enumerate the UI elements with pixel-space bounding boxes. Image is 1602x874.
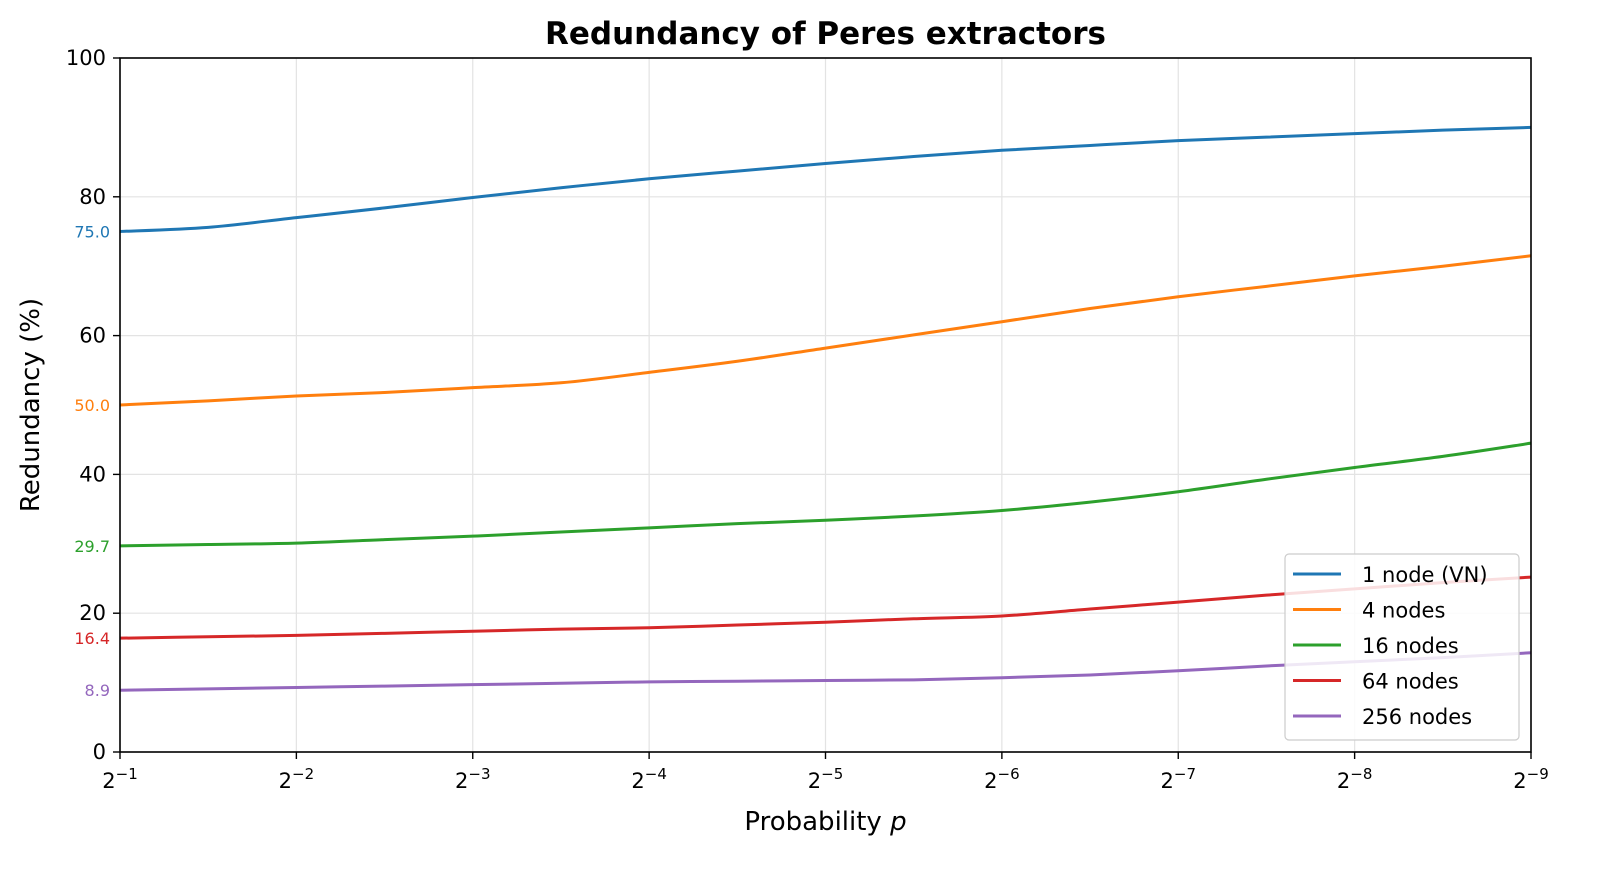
start-label-4-nodes: 50.0 <box>74 396 110 415</box>
x-tick-base: 2 <box>279 769 292 793</box>
x-axis-title-text: Probability <box>744 807 890 837</box>
x-tick-base: 2 <box>984 769 997 793</box>
x-tick-base: 2 <box>1161 769 1174 793</box>
x-tick-label: 2−3 <box>455 765 491 793</box>
x-tick-exponent: −8 <box>1350 765 1372 783</box>
x-tick-base: 2 <box>631 769 644 793</box>
y-tick-label: 80 <box>79 185 106 209</box>
y-tick-label: 100 <box>66 46 106 70</box>
x-tick-exponent: −2 <box>292 765 314 783</box>
legend-items: 1 node (VN) 4 nodes 16 nodes 64 nodes 256 no… <box>1293 563 1488 729</box>
chart-title: Redundancy of Peres extractors <box>545 16 1106 52</box>
start-label-16-nodes: 29.7 <box>74 537 110 556</box>
series-line-16-nodes <box>119 441 1532 548</box>
legend-item: 64 nodes <box>1293 670 1459 694</box>
legend-item: 16 nodes <box>1293 634 1459 658</box>
legend-item: 4 nodes <box>1293 599 1445 623</box>
x-axis-title: Probability p <box>744 807 906 837</box>
legend-item: 256 nodes <box>1293 705 1472 729</box>
x-tick-label: 2−5 <box>808 765 844 793</box>
x-tick-exponent: −7 <box>1174 765 1196 783</box>
start-label-256-nodes: 8.9 <box>85 681 110 700</box>
x-tick-label: 2−4 <box>631 765 667 793</box>
start-label-1-node-vn: 75.0 <box>74 223 110 242</box>
start-value-labels: 75.0 50.0 29.7 16.4 8.9 <box>74 223 110 701</box>
legend-item: 1 node (VN) <box>1293 563 1488 587</box>
x-tick-exponent: −6 <box>998 765 1020 783</box>
legend-box <box>1284 553 1520 741</box>
x-tick-base: 2 <box>102 769 115 793</box>
y-axis-title: Redundancy (%) <box>16 298 46 512</box>
y-tick-label: 20 <box>79 601 106 625</box>
legend-label: 256 nodes <box>1362 705 1472 729</box>
y-tick-label: 60 <box>79 324 106 348</box>
legend-label: 4 nodes <box>1362 599 1445 623</box>
x-tick-label: 2−9 <box>1513 765 1549 793</box>
legend-label: 64 nodes <box>1362 670 1459 694</box>
y-tick-label: 40 <box>79 462 106 486</box>
x-tick-exponent: −5 <box>821 765 843 783</box>
start-label-64-nodes: 16.4 <box>74 629 110 648</box>
x-tick-label: 2−1 <box>102 765 138 793</box>
legend-label: 1 node (VN) <box>1362 563 1488 587</box>
x-tick-exponent: −4 <box>645 765 667 783</box>
x-tick-label: 2−2 <box>279 765 315 793</box>
x-tick-base: 2 <box>1337 769 1350 793</box>
x-tick-base: 2 <box>808 769 821 793</box>
x-tick-base: 2 <box>1513 769 1526 793</box>
x-tick-exponent: −9 <box>1527 765 1549 783</box>
series-line-4-nodes <box>119 254 1532 407</box>
legend-label: 16 nodes <box>1362 634 1459 658</box>
y-tick-label: 0 <box>93 740 106 764</box>
x-tick-label: 2−6 <box>984 765 1020 793</box>
x-axis-title-variable: p <box>889 807 907 837</box>
x-tick-label: 2−8 <box>1337 765 1373 793</box>
x-tick-exponent: −1 <box>116 765 138 783</box>
series-line-1-node-vn <box>119 125 1532 233</box>
x-tick-label: 2−7 <box>1161 765 1197 793</box>
legend: 1 node (VN) 4 nodes 16 nodes 64 nodes 256 no… <box>1284 553 1520 741</box>
x-tick-base: 2 <box>455 769 468 793</box>
x-tick-exponent: −3 <box>468 765 490 783</box>
